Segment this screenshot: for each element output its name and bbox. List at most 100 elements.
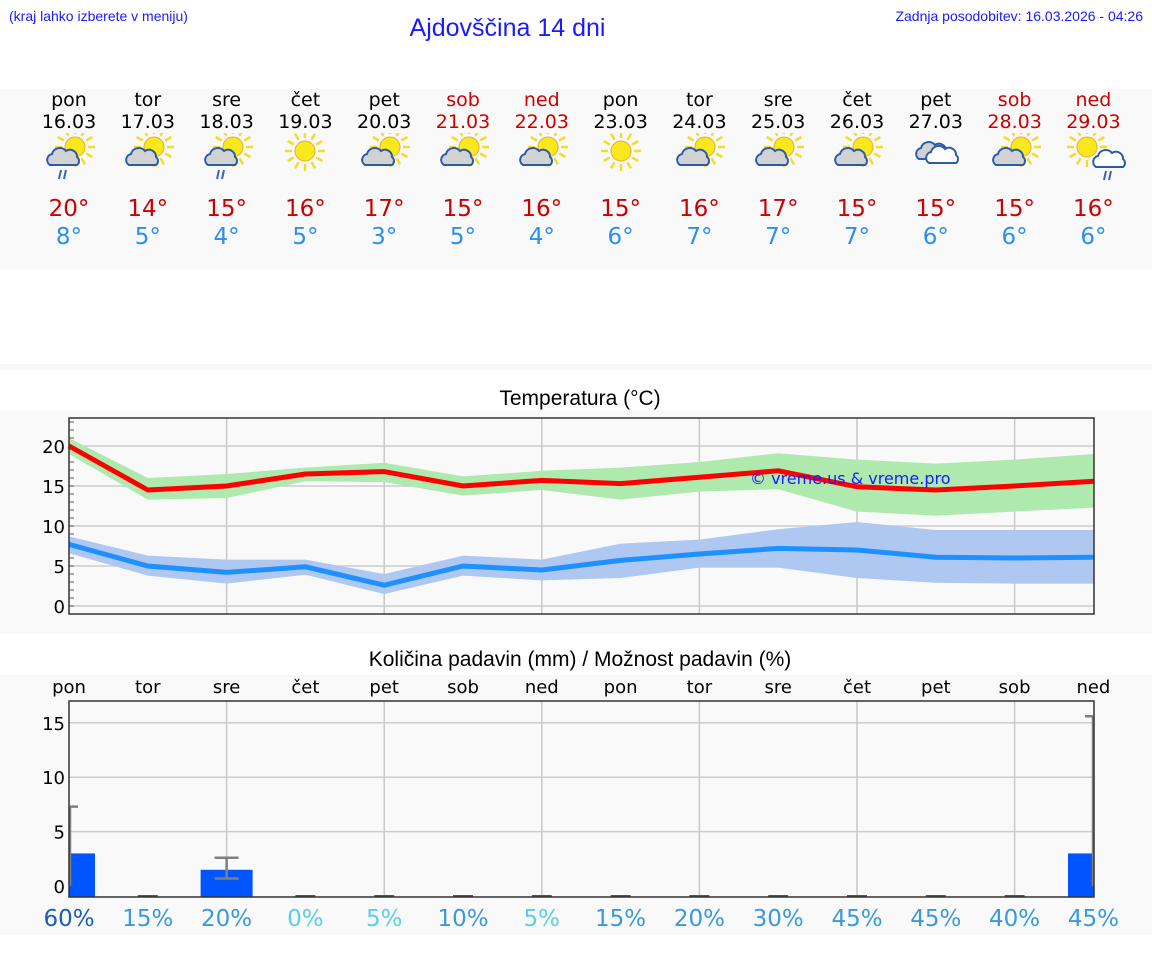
day-date: 21.03 — [435, 111, 491, 133]
weather-partly-cloudy-icon — [109, 127, 187, 195]
precip-bar — [1068, 853, 1094, 897]
svg-text:5: 5 — [54, 823, 65, 844]
temperature-chart-svg: 0 5 10 15 20 © vreme.us & vreme.pro — [42, 417, 1095, 618]
temp-min: 8° — [55, 224, 83, 250]
weather-sunny-icon — [582, 131, 660, 195]
precip-day-label: ned — [525, 677, 559, 698]
day-name: čet — [290, 89, 321, 111]
last-update: Zadnja posodobitev: 16.03.2026 - 04:26 — [895, 8, 1143, 24]
precip-day-label: pet — [921, 677, 951, 698]
precip-day-label: ned — [1076, 677, 1110, 698]
temp-min: 7° — [843, 224, 871, 250]
precip-probability: 15% — [122, 906, 173, 932]
precipitation-chart: pon tor sre čet pet sob ned pon tor sre čet pet sob n… — [0, 675, 1152, 935]
svg-text:10: 10 — [42, 517, 65, 538]
day-column: čet 19.03 16° 5° — [266, 89, 344, 251]
precip-probability: 30% — [753, 906, 804, 932]
precip-probability: 40% — [989, 906, 1040, 932]
day-column: ned 22.03 16° 4° — [503, 89, 581, 251]
temp-min: 6° — [1001, 224, 1028, 250]
temp-max: 15° — [915, 196, 957, 222]
day-column: čet 26.03 15° 7° — [818, 89, 896, 251]
temp-max: 15° — [600, 196, 641, 222]
svg-text:15: 15 — [42, 477, 65, 498]
precip-probability: 20% — [201, 906, 252, 932]
precip-probability: 5% — [524, 906, 561, 932]
day-column: ned 29.03 16° 6° — [1054, 89, 1132, 251]
svg-text:15: 15 — [42, 714, 65, 735]
svg-text:0: 0 — [54, 597, 65, 618]
day-column: tor 24.03 16° 7° — [660, 89, 738, 251]
day-date: 18.03 — [199, 111, 254, 133]
day-date: 25.03 — [750, 111, 806, 133]
weather-partly-cloudy-icon — [503, 127, 581, 195]
tmin-range-band — [69, 522, 1094, 594]
temp-min: 5° — [134, 224, 161, 250]
temp-max: 16° — [521, 196, 563, 222]
precip-day-label: sre — [213, 677, 240, 698]
day-name: sre — [763, 89, 793, 111]
temp-max: 20° — [48, 196, 90, 222]
precip-probability: 20% — [674, 906, 725, 932]
day-column: pet 20.03 17° 3° — [345, 89, 423, 251]
weather-partly-cloudy-rain-icon — [30, 127, 108, 195]
precip-probability: 60% — [43, 906, 94, 932]
precip-day-label: čet — [291, 677, 319, 698]
day-name: pet — [368, 89, 400, 111]
weather-partly-cloudy-icon — [976, 127, 1054, 195]
tmax-line — [67, 443, 1095, 493]
day-date: 19.03 — [278, 111, 333, 133]
temp-min: 4° — [213, 224, 240, 250]
svg-text:0: 0 — [54, 877, 65, 898]
temp-max: 15° — [442, 196, 484, 222]
temp-max: 16° — [285, 196, 326, 222]
copyright-watermark: © vreme.us & vreme.pro — [750, 469, 951, 488]
day-name: sob — [997, 89, 1032, 111]
precipitation-chart-title: Količina padavin (mm) / Možnost padavin … — [368, 648, 792, 671]
day-date: 28.03 — [987, 111, 1042, 133]
weather-cloudy-icon — [897, 133, 975, 195]
day-column: sob 28.03 15° 6° — [976, 89, 1054, 251]
precip-day-label: pon — [52, 677, 86, 698]
day-name: pon — [602, 89, 639, 111]
day-column: pon 23.03 15° 6° — [582, 89, 660, 251]
temp-max: 15° — [836, 196, 878, 222]
weather-sunny-icon — [266, 131, 344, 195]
precip-day-label: pet — [369, 677, 399, 698]
temp-min: 6° — [607, 224, 634, 250]
precip-probability: 0% — [287, 906, 324, 932]
temp-max: 14° — [127, 196, 169, 222]
day-name: čet — [842, 89, 872, 111]
temp-max: 17° — [363, 196, 405, 222]
day-name: pet — [920, 89, 952, 111]
day-name: sre — [212, 89, 242, 111]
temp-max: 16° — [1073, 196, 1114, 222]
precipitation-chart-svg: pon tor sre čet pet sob ned pon tor sre čet pet sob n… — [42, 677, 1119, 932]
tmax-range-band — [69, 438, 1094, 516]
weather-sun-cloud-rain-icon — [1054, 127, 1132, 195]
day-date: 26.03 — [829, 111, 885, 133]
day-name: tor — [685, 89, 713, 111]
precip-probability: 10% — [437, 906, 488, 932]
temp-min: 4° — [528, 224, 555, 250]
temp-min: 5° — [292, 224, 319, 250]
precip-day-label: sob — [447, 677, 479, 698]
weather-partly-cloudy-icon — [424, 127, 502, 195]
day-name: tor — [134, 89, 162, 111]
weather-partly-cloudy-icon — [818, 127, 896, 195]
day-column: sre 18.03 15° 4° — [188, 89, 266, 251]
precip-day-label: sre — [764, 677, 791, 698]
weather-partly-cloudy-icon — [739, 127, 817, 195]
day-column: tor 17.03 14° 5° — [109, 89, 187, 251]
precip-probability: 5% — [366, 906, 403, 932]
day-date: 27.03 — [908, 111, 963, 133]
precip-day-label: tor — [687, 677, 713, 698]
temp-max: 15° — [206, 196, 247, 222]
day-date: 22.03 — [514, 111, 569, 133]
day-date: 29.03 — [1066, 111, 1121, 133]
tmin-line — [68, 541, 1095, 588]
day-column: pet 27.03 15° 6° — [897, 89, 975, 251]
precip-probability: 45% — [910, 906, 961, 932]
svg-text:10: 10 — [42, 768, 65, 789]
precip-day-label: sob — [999, 677, 1031, 698]
